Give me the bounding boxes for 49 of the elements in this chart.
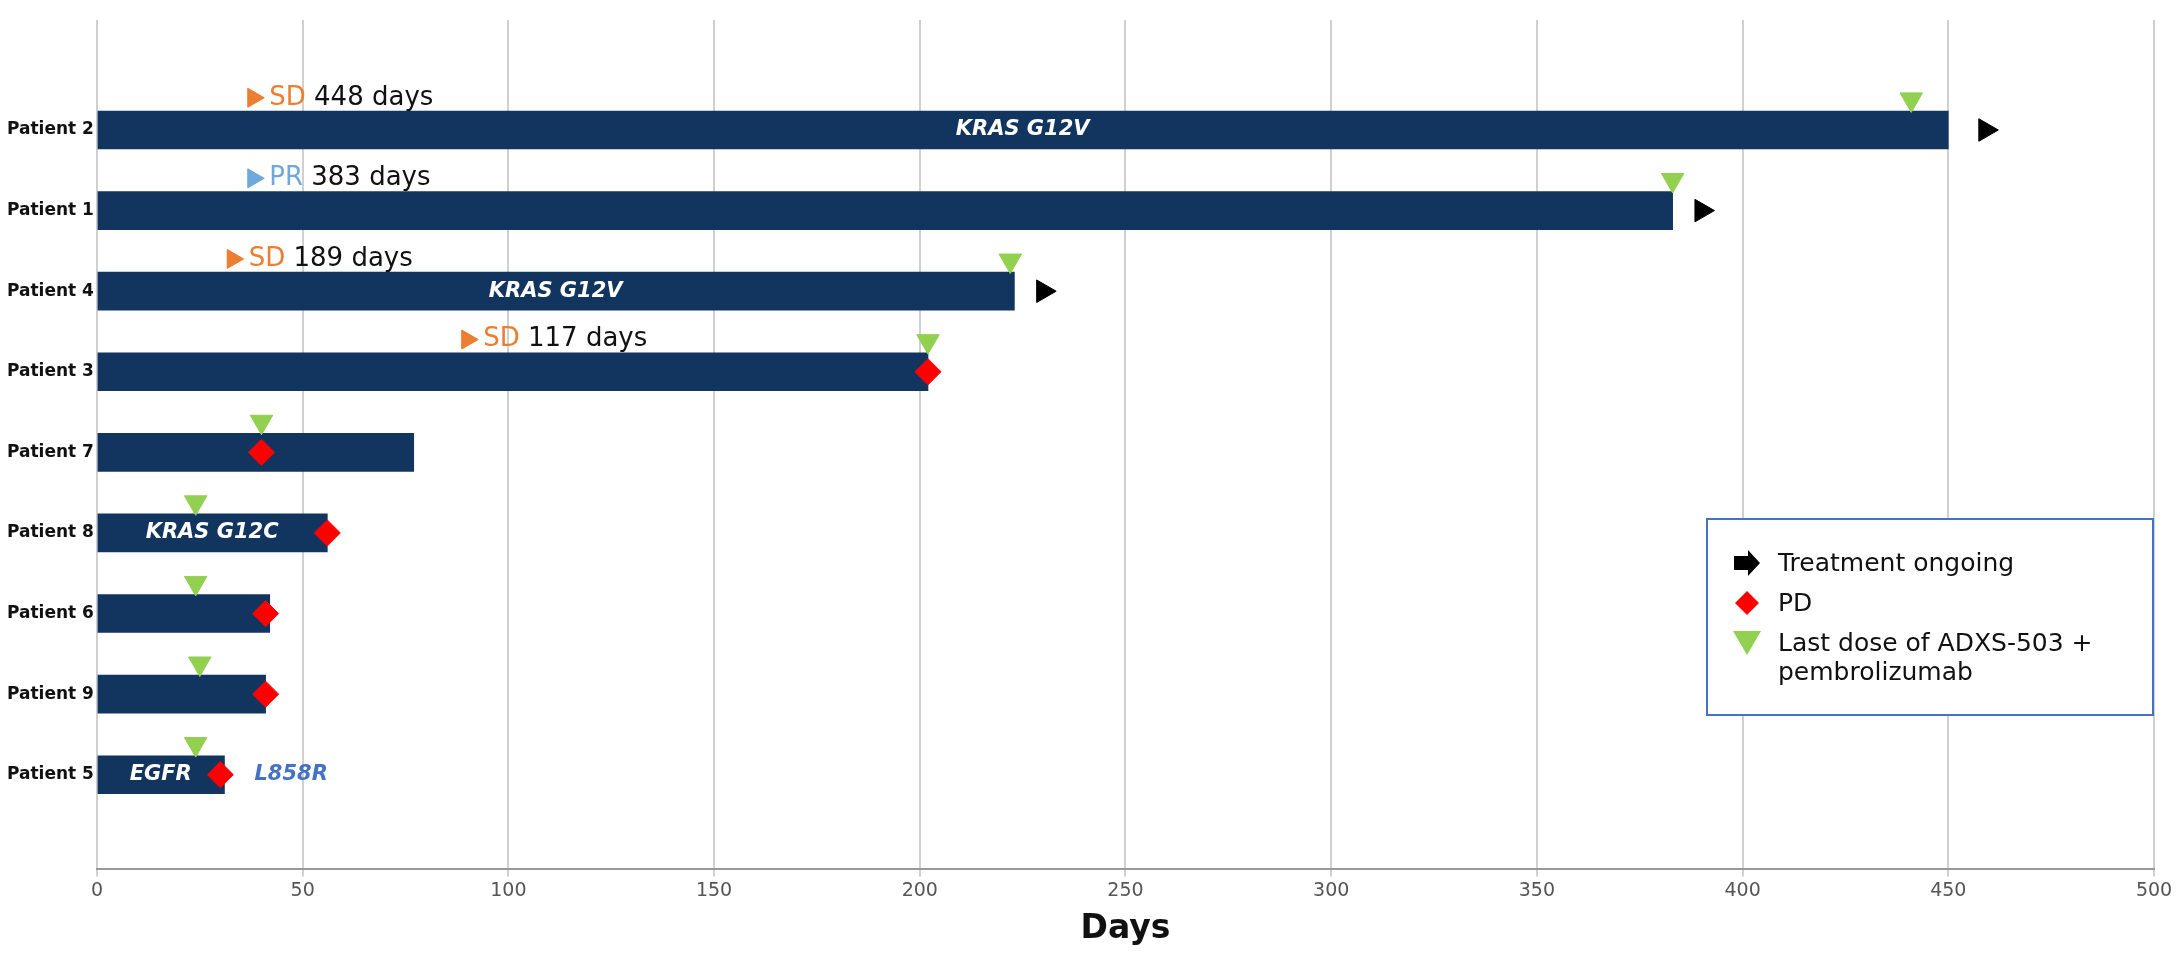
x-tick-label: 200 [901,877,938,900]
bar [97,674,266,714]
y-tick-label: Patient 2 [7,118,94,139]
x-tick-label: 50 [290,877,315,900]
annotation: EGFR [129,761,192,786]
point [249,414,274,436]
bar [97,110,1949,150]
annotation: L858R [254,761,328,786]
y-tick-label: Patient 9 [7,682,94,703]
point [183,495,208,516]
x-tick-label: 150 [695,877,733,900]
x-tick-label: 500 [2135,877,2173,900]
data-label: PR 383 days [269,161,431,192]
x-tick-label: 450 [1930,877,1967,900]
point [1660,172,1685,194]
y-tick-label: Patient 4 [7,279,95,300]
y-tick-label: Patient 5 [7,763,94,784]
data-label: SD 189 days [248,241,413,272]
x-tick-label: 400 [1724,877,1761,900]
x-tick-label: 300 [1313,877,1350,900]
point [183,575,208,597]
bar [97,191,1673,230]
y-tick-label: Patient 3 [7,360,94,381]
x-axis-title: Days [1080,906,1171,946]
data-label: SD 448 days [269,80,434,111]
point [1899,92,1924,113]
annotation: KRAS G12C [145,519,280,544]
point [188,656,212,677]
annotation: KRAS G12V [488,277,625,302]
bar [97,594,271,633]
x-tick-label: 250 [1107,877,1144,900]
data-label: SD 117 days [483,322,648,353]
legend-label: Last dose of ADXS-503 + pembrolizumab [1778,628,2094,686]
y-tick-label: Patient 6 [7,601,94,622]
y-tick-label: Patient 7 [7,440,94,461]
point [916,334,940,355]
bar [97,352,929,392]
legend-label: PD [1778,588,1813,617]
point [183,737,208,758]
point [998,253,1023,275]
x-tick-label: 350 [1518,877,1556,900]
legend-label: Treatment ongoing [1778,548,2015,577]
bar [97,433,415,472]
annotation: KRAS G12V [955,116,1092,141]
x-tick-label: 100 [490,877,527,900]
x-tick-label: 0 [90,877,103,900]
y-tick-label: Patient 1 [7,199,94,220]
y-tick-label: Patient 8 [7,521,94,542]
bar [97,271,1015,311]
